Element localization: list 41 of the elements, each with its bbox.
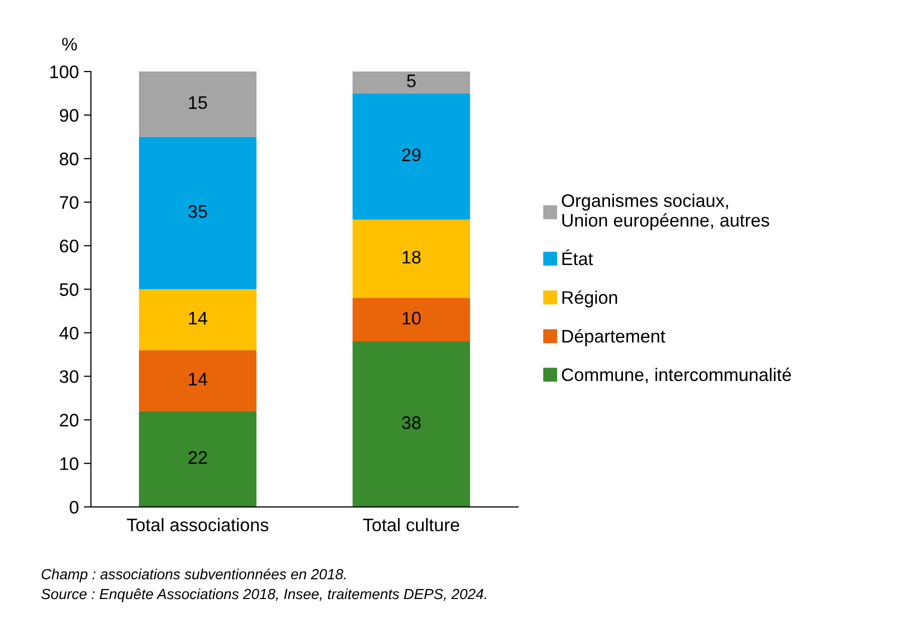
data-label: 14 (189, 372, 208, 386)
data-label: 22 (188, 451, 207, 464)
y-tick-label: 0 (70, 500, 78, 514)
legend-label: Département (562, 329, 666, 346)
bar (352, 93, 470, 220)
y-tick-label: 40 (59, 326, 78, 340)
data-label: 18 (402, 250, 421, 264)
y-tick-label: 10 (60, 457, 78, 470)
x-tick-label: Total associations (126, 518, 268, 532)
y-tick-label: 100 (50, 65, 78, 78)
y-axis-title: % (62, 38, 77, 50)
data-label: 14 (189, 312, 208, 324)
data-label: 10 (402, 312, 421, 325)
bar (352, 72, 470, 94)
bar (352, 341, 470, 507)
y-tick-label: 70 (60, 196, 78, 209)
bar (352, 220, 470, 298)
text: Champ : associations subventionnées en 2018. (42, 568, 346, 582)
data-label: 38 (402, 416, 421, 430)
source-note: Source : Enquête Associations 2018, Insee, traitements DEPS, 2024. (41, 588, 486, 602)
data-label: 5 (407, 74, 416, 88)
data-label: 15 (189, 96, 207, 110)
y-tick-label: 80 (60, 152, 78, 166)
y-tick-label: 60 (60, 240, 78, 252)
bar (138, 136, 256, 290)
x-tick-label: Total culture (363, 518, 460, 532)
legend-label: État (562, 249, 593, 266)
bar (138, 411, 256, 507)
bar (352, 298, 470, 342)
legend-label: Commune, intercommunalité (562, 368, 791, 384)
data-label: 35 (188, 205, 207, 218)
y-tick-label: 90 (60, 109, 78, 122)
bar (138, 350, 256, 412)
legend-label: Région (562, 290, 618, 308)
y-tick-label: 50 (60, 283, 78, 296)
y-tick-label: 30 (60, 370, 78, 384)
legend-label: Organismes sociaux, Union européenne, autres (562, 194, 770, 230)
data-label: 29 (402, 148, 421, 162)
bar (138, 72, 256, 137)
bar (138, 289, 256, 350)
y-tick-label: 20 (60, 414, 78, 427)
